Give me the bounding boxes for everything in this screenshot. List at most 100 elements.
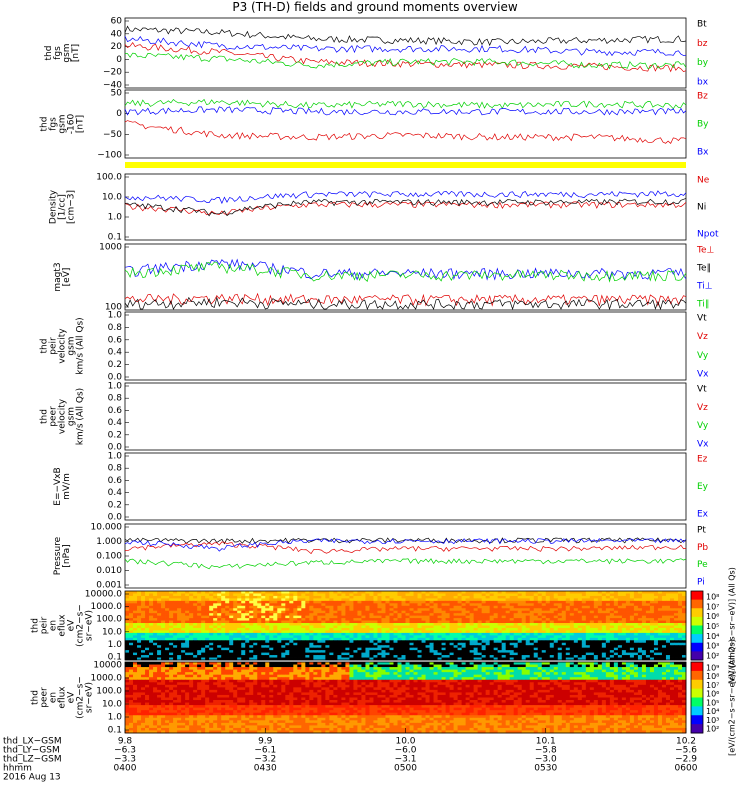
spectrogram-cell	[521, 669, 527, 673]
spectrogram-cell	[365, 591, 370, 594]
spectrogram-cell	[233, 677, 238, 681]
spectrogram-cell	[125, 640, 130, 644]
spectrogram-cell	[341, 630, 346, 634]
spectrogram-cell	[381, 647, 386, 651]
spectrogram-cell	[209, 608, 214, 612]
spectrogram-cell	[357, 674, 362, 678]
spectrogram-cell	[205, 603, 210, 607]
spectrogram-cell	[393, 662, 398, 665]
spectrogram-cell	[209, 667, 214, 671]
spectrogram-cell	[181, 635, 186, 639]
spectrogram-cell	[505, 603, 511, 607]
spectrogram-cell	[369, 630, 374, 634]
spectrogram-cell	[533, 605, 539, 609]
spectrogram-cell	[345, 635, 350, 639]
spectrogram-cell	[333, 667, 338, 671]
spectrogram-cell	[141, 600, 146, 604]
spectrogram-cell	[525, 642, 531, 646]
spectrogram-cell	[485, 642, 491, 646]
spectrogram-cell	[657, 630, 663, 634]
spectrogram-cell	[357, 603, 362, 607]
spectrogram-cell	[645, 650, 651, 653]
spectrogram-cell	[477, 605, 483, 609]
spectrogram-cell	[413, 600, 418, 604]
spectrogram-cell	[577, 625, 583, 629]
spectrogram-cell	[365, 655, 370, 658]
spectrogram-cell	[645, 664, 651, 668]
spectrogram-cell	[225, 620, 230, 624]
spectrogram-cell	[453, 623, 458, 626]
spectrogram-cell	[457, 635, 462, 639]
spectrogram-cell	[325, 591, 330, 594]
spectrogram-cell	[437, 652, 442, 656]
spectrogram-cell	[141, 591, 146, 594]
spectrogram-cell	[173, 632, 178, 636]
spectrogram-cell	[269, 635, 274, 639]
spectrogram-cell	[365, 635, 370, 639]
spectrogram-cell	[537, 647, 543, 651]
spectrogram-cell	[201, 662, 206, 665]
spectrogram-cell	[561, 662, 567, 665]
spectrogram-cell	[257, 618, 262, 621]
spectrogram-cell	[237, 664, 242, 668]
spectrogram-cell	[509, 664, 515, 668]
spectrogram-cell	[445, 635, 450, 639]
spectrogram-cell	[413, 625, 418, 629]
spectrogram-cell	[597, 669, 603, 673]
spectrogram-cell	[661, 642, 667, 646]
spectrogram-cell	[137, 615, 142, 619]
spectrogram-cell	[597, 655, 603, 658]
spectrogram-cell	[153, 674, 158, 678]
spectrogram-cell	[601, 667, 607, 671]
spectrogram-cell	[681, 608, 687, 612]
spectrogram-cell	[149, 625, 154, 629]
y-tick-label: 10000.0	[85, 590, 122, 600]
spectrogram-cell	[513, 637, 519, 641]
spectrogram-cell	[477, 591, 483, 594]
spectrogram-cell	[441, 640, 446, 644]
spectrogram-cell	[325, 674, 330, 678]
spectrogram-cell	[525, 627, 531, 631]
spectrogram-cell	[397, 598, 402, 602]
spectrogram-cell	[333, 657, 338, 661]
spectrogram-cell	[613, 600, 619, 604]
spectrogram-cell	[237, 623, 242, 626]
spectrogram-cell	[645, 598, 651, 602]
spectrogram-cell	[165, 630, 170, 634]
spectrogram-cell	[649, 593, 655, 597]
spectrogram-cell	[161, 598, 166, 602]
spectrogram-cell	[341, 615, 346, 619]
spectrogram-cell	[293, 657, 298, 661]
spectrogram-cell	[521, 674, 527, 678]
spectrogram-cell	[425, 669, 430, 673]
spectrogram-cell	[473, 657, 479, 661]
spectrogram-cell	[461, 669, 467, 673]
spectrogram-cell	[289, 662, 294, 665]
spectrogram-cell	[545, 632, 551, 636]
spectrogram-cell	[421, 655, 426, 658]
spectrogram-cell	[329, 591, 334, 594]
spectrogram-cell	[441, 650, 446, 653]
spectrogram-cell	[657, 667, 663, 671]
spectrogram-cell	[173, 613, 178, 617]
spectrogram-cell	[593, 625, 599, 629]
spectrogram-cell	[281, 635, 286, 639]
spectrogram-cell	[493, 620, 499, 624]
spectrogram-cell	[441, 630, 446, 634]
spectrogram-cell	[501, 605, 507, 609]
spectrogram-cell	[209, 598, 214, 602]
spectrogram-cell	[609, 603, 615, 607]
spectrogram-cell	[269, 632, 274, 636]
spectrogram-cell	[169, 605, 174, 609]
spectrogram-cell	[137, 625, 142, 629]
spectrogram-cell	[177, 655, 182, 658]
series-line-Ne	[124, 201, 687, 216]
spectrogram-cell	[657, 655, 663, 658]
spectrogram-cell	[313, 618, 318, 621]
spectrogram-cell	[309, 623, 314, 626]
spectrogram-cell	[297, 674, 302, 678]
spectrogram-cell	[317, 608, 322, 612]
spectrogram-cell	[653, 672, 659, 676]
spectrogram-cell	[389, 618, 394, 621]
spectrogram-cell	[349, 595, 354, 599]
